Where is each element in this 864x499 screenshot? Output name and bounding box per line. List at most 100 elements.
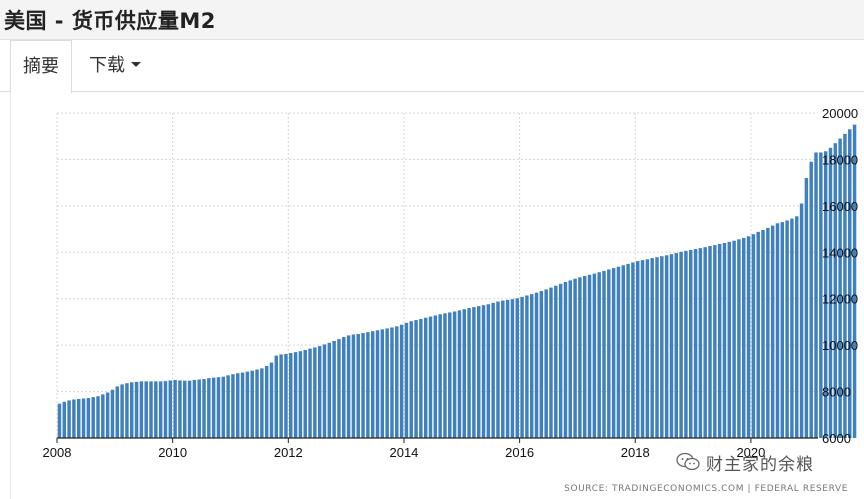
bar [457,310,462,438]
bar [515,298,519,438]
bar [804,178,809,438]
tab-download-label: 下载 [89,55,125,76]
bar [491,302,495,438]
bar [298,351,303,438]
bar [183,380,187,438]
tab-download[interactable]: 下载 [89,40,145,92]
bar [216,377,221,438]
bar [163,381,168,439]
bar [655,257,659,438]
bar [558,283,563,438]
bar [727,241,732,438]
bar [573,278,577,438]
bar [467,308,471,438]
bar [819,152,823,438]
bar [284,353,288,438]
x-tick-label: 2014 [389,445,418,460]
bar [438,314,442,438]
bar [679,251,683,438]
bar [154,381,158,438]
bar [409,321,413,438]
bar [751,234,756,438]
bar [746,236,751,438]
bar [57,403,62,438]
bar [240,372,245,438]
bar [293,352,298,438]
bar [766,227,770,438]
bar [713,245,717,438]
bar [322,344,327,438]
bar [587,274,592,438]
bar [525,295,529,438]
bar [423,317,428,438]
title-bar: 美国 - 货币供应量M2 [0,0,864,40]
bar [260,368,264,438]
y-tick-label: 10000 [822,338,858,353]
bar [264,366,269,438]
x-tick-label: 2020 [736,445,765,460]
bar [62,401,67,438]
bar [173,379,177,438]
bar [833,143,838,438]
bar [843,133,847,438]
tab-summary[interactable]: 摘要 [10,40,72,93]
bar [828,147,833,438]
bar [775,223,780,438]
bar [645,259,650,438]
bar [814,152,818,438]
bar [689,249,693,438]
bar [370,331,375,438]
bar [607,269,611,438]
bar [207,378,211,438]
bar [529,294,534,438]
bar [337,339,341,438]
bar [717,243,722,438]
bar [592,273,597,438]
x-tick-label: 2018 [621,445,650,460]
bar [433,315,438,438]
y-tick-label: 6000 [822,431,851,446]
bar [799,203,804,438]
bar [544,289,548,438]
bar [81,398,86,438]
bar [346,335,351,438]
bar [332,340,336,438]
bar [120,384,124,439]
bar [250,370,254,438]
bar [226,375,230,438]
bar [602,270,606,438]
bar [245,371,250,438]
bar [274,355,279,438]
y-tick-label: 12000 [822,292,858,307]
wechat-icon [676,452,700,471]
bar [197,379,201,438]
bar [534,292,539,438]
y-tick-label: 20000 [822,106,858,121]
bar [428,316,433,438]
bar [448,312,452,438]
bar [327,342,332,438]
bar [236,373,240,438]
bar [399,324,404,438]
bar [549,287,553,438]
bar [134,381,139,438]
bar [790,218,794,438]
bar [539,291,544,438]
bar [395,326,399,438]
bar [317,346,322,438]
bar [351,334,356,438]
bar [669,254,674,438]
bar [520,296,524,438]
bar [158,381,163,438]
bar [496,301,500,438]
bar [375,330,380,438]
grid-layer [56,112,818,438]
bar [313,347,317,438]
bar [631,262,635,438]
bar [91,397,95,438]
bar [168,380,173,438]
bar [795,216,799,438]
axis-layer: 6000 8000 10000 12000 14000 16000 18000 20000 20… [43,106,859,460]
bar [390,327,394,438]
